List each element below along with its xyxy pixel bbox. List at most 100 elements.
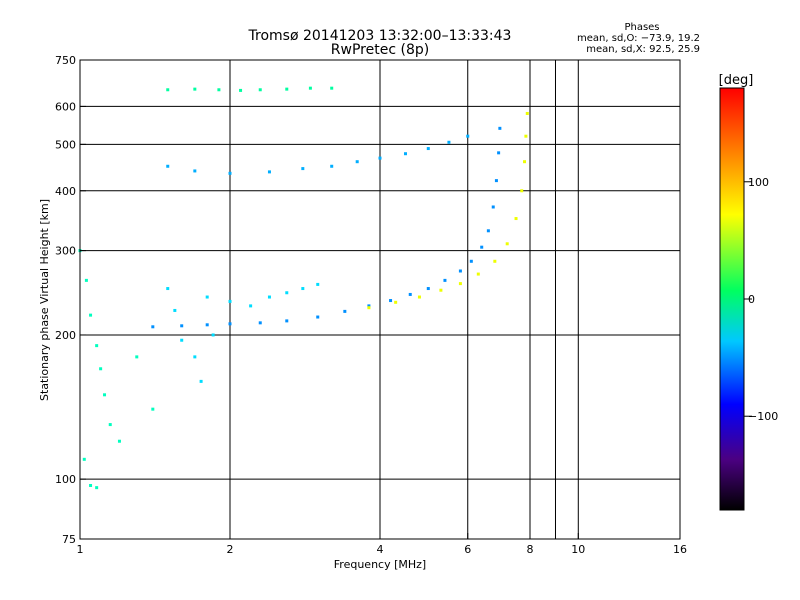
data-point: [525, 111, 529, 115]
y-tick-label: 300: [55, 245, 76, 258]
data-point: [249, 304, 253, 308]
data-point: [285, 319, 289, 323]
y-tick-label: 600: [55, 100, 76, 113]
data-point: [394, 300, 398, 304]
data-point: [480, 245, 484, 249]
data-point: [285, 87, 289, 91]
data-point: [514, 217, 518, 221]
data-point: [166, 88, 170, 92]
data-point: [205, 323, 209, 327]
data-point: [166, 164, 170, 168]
axis-ticks: 1 2 4 6 8 10 16 75 100 200 300 400 500 600 750: [55, 54, 687, 556]
data-point: [108, 423, 112, 427]
data-point: [89, 483, 93, 487]
data-point: [151, 325, 155, 329]
colorbar-label: [deg]: [719, 73, 754, 88]
y-tick-label: 500: [55, 138, 76, 151]
chart-title: Tromsø 20141203 13:32:00–13:33:43: [248, 28, 512, 44]
data-point: [82, 457, 86, 461]
data-point: [426, 147, 430, 151]
data-point: [267, 170, 271, 174]
data-point: [520, 189, 524, 193]
x-axis-label: Frequency [MHz]: [334, 558, 426, 571]
data-point: [316, 282, 320, 286]
data-point: [343, 309, 347, 313]
x-tick-label: 8: [527, 543, 534, 556]
data-point: [89, 313, 93, 317]
data-point: [199, 379, 203, 383]
data-point: [228, 299, 232, 303]
data-point: [228, 322, 232, 326]
data-point: [316, 315, 320, 319]
colorbar-ticks: 100 0 −100: [744, 176, 778, 423]
data-point: [103, 393, 107, 397]
data-point: [524, 134, 528, 138]
colorbar: [719, 87, 745, 511]
data-point: [95, 344, 99, 348]
data-point: [99, 367, 103, 371]
data-point: [491, 205, 495, 209]
data-point: [211, 333, 215, 337]
data-point: [498, 126, 502, 130]
data-point: [95, 486, 99, 490]
data-point: [267, 295, 271, 299]
x-tick-label: 10: [571, 543, 585, 556]
phase-mean-o: mean, sd,O: −73.9, 19.2: [577, 33, 700, 44]
data-point: [469, 259, 473, 263]
data-point: [367, 304, 371, 308]
data-point: [497, 151, 501, 155]
data-point: [408, 292, 412, 296]
data-point: [193, 169, 197, 173]
phase-mean-x: mean, sd,X: 92.5, 25.9: [586, 44, 700, 55]
data-point: [458, 282, 462, 286]
data-point: [258, 321, 262, 325]
x-tick-label: 1: [77, 543, 84, 556]
data-point: [180, 338, 184, 342]
data-point: [458, 269, 462, 273]
data-point: [426, 287, 430, 291]
data-point: [84, 278, 88, 282]
data-points: [78, 86, 529, 490]
data-point: [239, 88, 243, 92]
y-tick-label: 100: [55, 473, 76, 486]
data-point: [308, 86, 312, 90]
data-point: [367, 306, 371, 310]
chart-subtitle: RwPretec (8p): [331, 42, 429, 58]
grid-layer: [80, 60, 680, 539]
data-point: [228, 171, 232, 175]
data-point: [166, 287, 170, 291]
data-point: [505, 242, 509, 246]
colorbar-tick-label: 0: [748, 293, 755, 306]
y-tick-label: 75: [62, 533, 76, 546]
data-point: [205, 295, 209, 299]
data-point: [135, 355, 139, 359]
x-tick-label: 16: [673, 543, 687, 556]
x-tick-label: 2: [227, 543, 234, 556]
y-tick-label: 750: [55, 54, 76, 67]
data-point: [439, 288, 443, 292]
colorbar-tick-label: −100: [748, 410, 778, 423]
data-point: [443, 278, 447, 282]
y-axis-label: Stationary phase Virtual Height [km]: [38, 199, 51, 401]
y-tick-label: 200: [55, 329, 76, 342]
data-point: [486, 229, 490, 233]
data-point: [330, 86, 334, 90]
data-point: [447, 140, 451, 144]
data-point: [117, 439, 121, 443]
data-point: [193, 87, 197, 91]
data-point: [330, 164, 334, 168]
data-point: [151, 407, 155, 411]
y-tick-label: 400: [55, 185, 76, 198]
data-point: [494, 179, 498, 183]
data-point: [258, 88, 262, 92]
colorbar-tick-label: 100: [748, 176, 769, 189]
data-point: [417, 295, 421, 299]
data-point: [466, 134, 470, 138]
data-point: [403, 152, 407, 156]
data-point: [378, 156, 382, 160]
data-point: [523, 160, 527, 164]
x-tick-label: 4: [377, 543, 384, 556]
data-point: [301, 167, 305, 171]
x-tick-label: 6: [464, 543, 471, 556]
